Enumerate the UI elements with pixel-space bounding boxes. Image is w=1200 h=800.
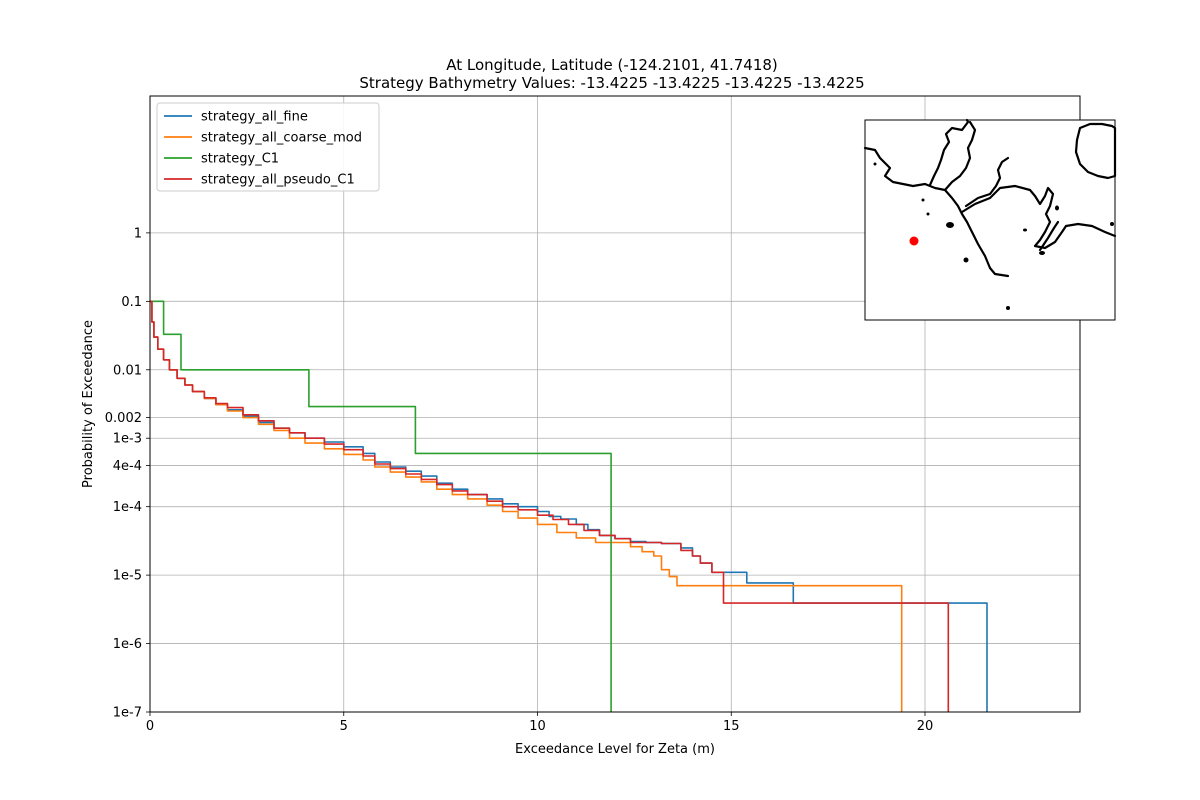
islet-3 — [1055, 205, 1059, 211]
x-tick-label: 0 — [146, 719, 154, 734]
legend-label: strategy_all_coarse_mod — [201, 131, 362, 146]
legend-label: strategy_C1 — [201, 152, 279, 167]
coastline-shapes — [863, 118, 1117, 310]
inlet-shore — [1038, 220, 1060, 252]
islet-9 — [873, 162, 877, 166]
legend-box — [156, 102, 380, 192]
chart-subtitle: Strategy Bathymetry Values: -13.4225 -13… — [359, 74, 864, 92]
plot-series — [150, 300, 988, 712]
plot-frame — [149, 95, 1081, 713]
y-tick-label: 1e-4 — [113, 500, 142, 515]
islet-4 — [1023, 228, 1027, 232]
x-tick-label: 15 — [723, 719, 740, 734]
y-tick-label: 1e-5 — [113, 569, 142, 584]
y-tick-label: 0.01 — [113, 363, 142, 378]
islet-6 — [921, 198, 925, 202]
y-axis-ticks: 1 0.1 0.01 0.002 1e-3 4e-4 1e-4 1e-5 1e-6 1e-7 — [105, 226, 150, 721]
legend-label: strategy_all_fine — [201, 110, 308, 125]
location-marker — [909, 236, 919, 246]
y-tick-label: 1e-6 — [113, 637, 142, 652]
x-tick-label: 10 — [529, 719, 546, 734]
legend-items: strategy_all_fine strategy_all_coarse_mod… — [164, 110, 362, 188]
y-tick-label: 0.1 — [121, 295, 142, 310]
y-tick-label: 1 — [134, 226, 142, 241]
islet-10 — [1039, 251, 1045, 255]
y-tick-label: 1e-3 — [113, 432, 142, 447]
x-axis-label: Exceedance Level for Zeta (m) — [515, 742, 715, 757]
islet-7 — [926, 212, 930, 216]
inset-map-frame — [864, 119, 1116, 321]
coastline-east — [960, 184, 1117, 250]
islet-8 — [1110, 222, 1114, 226]
x-tick-label: 5 — [340, 719, 348, 734]
y-tick-label: 0.002 — [105, 411, 142, 426]
river-channel-2 — [943, 120, 977, 192]
x-axis-ticks: 0 5 10 15 20 — [146, 712, 933, 734]
coastline-main — [863, 146, 1010, 278]
river-channel-1 — [928, 118, 970, 187]
series-line-strategy-C1 — [150, 300, 612, 712]
chart-title: At Longitude, Latitude (-124.2101, 41.74… — [446, 56, 778, 74]
river-channel-3 — [964, 156, 1010, 208]
x-tick-label: 20 — [917, 719, 934, 734]
inset-map — [863, 118, 1117, 321]
y-tick-label: 4e-4 — [113, 459, 142, 474]
y-tick-label: 1e-7 — [113, 706, 142, 721]
grid-lines — [149, 96, 1080, 713]
legend: strategy_all_fine strategy_all_coarse_mod… — [156, 102, 380, 192]
island-east — [1074, 122, 1117, 180]
islet-5 — [1006, 306, 1010, 310]
islet-1 — [946, 222, 954, 228]
series-line-strategy-all-pseudo-C1 — [150, 300, 950, 712]
legend-label: strategy_all_pseudo_C1 — [201, 173, 355, 188]
islet-2 — [963, 257, 969, 263]
y-axis-label: Probability of Exceedance — [81, 320, 96, 488]
